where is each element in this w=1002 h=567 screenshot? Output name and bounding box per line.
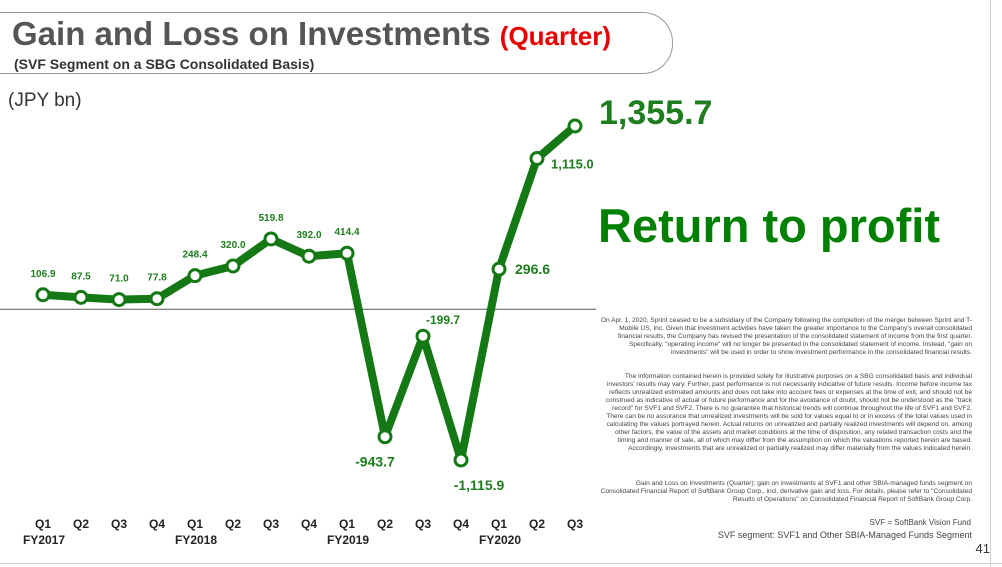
title-banner xyxy=(0,12,673,74)
x-tick-label: Q4 xyxy=(149,517,165,531)
x-tick-label: Q3 xyxy=(567,517,583,531)
svf-definition: SVF = SoftBank Vision Fund xyxy=(869,518,971,527)
data-label: 296.6 xyxy=(515,261,550,277)
fiscal-year-label: FY2019 xyxy=(327,533,369,547)
x-tick-label: Q3 xyxy=(111,517,127,531)
x-tick-label: Q3 xyxy=(415,517,431,531)
data-point xyxy=(339,245,355,261)
note-disclaimer: The information contained herein is prov… xyxy=(605,373,972,452)
data-point xyxy=(187,268,203,284)
data-point xyxy=(149,291,165,307)
data-point xyxy=(111,292,127,308)
data-label: -943.7 xyxy=(355,454,395,470)
data-label: -1,115.9 xyxy=(454,477,505,493)
note-definition: Gain and Loss on Investments (Quarter): … xyxy=(600,480,972,503)
data-point xyxy=(35,287,51,303)
headline-text: Return to profit xyxy=(598,199,940,252)
x-tick-label: Q1 xyxy=(339,517,355,531)
page-subtitle: (SVF Segment on a SBG Consolidated Basis… xyxy=(14,56,315,72)
x-tick-label: Q1 xyxy=(491,517,507,531)
title-main: Gain and Loss on Investments xyxy=(12,15,491,52)
x-tick-label: Q1 xyxy=(35,517,51,531)
x-tick-label: Q2 xyxy=(225,517,241,531)
series-line xyxy=(39,122,579,464)
data-point xyxy=(263,231,279,247)
data-label: 1,355.7 xyxy=(599,94,712,132)
unit-label: (JPY bn) xyxy=(8,90,82,111)
data-label: 77.8 xyxy=(147,273,167,284)
data-point xyxy=(529,151,545,167)
data-label: 71.0 xyxy=(109,274,129,285)
data-label: 392.0 xyxy=(296,230,321,241)
x-tick-label: Q2 xyxy=(529,517,545,531)
data-point xyxy=(377,429,393,445)
data-point xyxy=(567,118,583,134)
data-point xyxy=(225,258,241,274)
page-number: 41 xyxy=(975,541,990,556)
fiscal-year-label: FY2018 xyxy=(175,533,217,547)
frame-bottom-edge xyxy=(0,563,1002,564)
data-point xyxy=(73,289,89,305)
data-point xyxy=(453,452,469,468)
page-title: Gain and Loss on Investments (Quarter) xyxy=(12,15,611,53)
x-tick-label: Q1 xyxy=(187,517,203,531)
x-tick-label: Q4 xyxy=(453,517,469,531)
data-label: 519.8 xyxy=(258,213,283,224)
data-label: 106.9 xyxy=(30,269,55,280)
data-label: 87.5 xyxy=(71,271,91,282)
svf-segment-note: SVF segment: SVF1 and Other SBIA-Managed… xyxy=(717,530,972,540)
frame-right-edge xyxy=(990,0,991,567)
x-tick-label: Q3 xyxy=(263,517,279,531)
x-tick-label: Q4 xyxy=(301,517,317,531)
data-label: 248.4 xyxy=(182,250,207,261)
x-tick-label: Q2 xyxy=(73,517,89,531)
note-sprint-merger: On Apr. 1, 2020, Sprint ceased to be a s… xyxy=(600,317,972,356)
data-label: 320.0 xyxy=(220,240,245,251)
fiscal-year-label: FY2020 xyxy=(479,533,521,547)
data-point xyxy=(415,328,431,344)
fiscal-year-label: FY2017 xyxy=(23,533,65,547)
data-label: -199.7 xyxy=(426,313,460,327)
data-point xyxy=(301,248,317,264)
data-label: 414.4 xyxy=(334,227,359,238)
data-label: 1,115.0 xyxy=(551,157,594,172)
data-point xyxy=(491,261,507,277)
title-quarter: (Quarter) xyxy=(499,21,612,51)
x-tick-label: Q2 xyxy=(377,517,393,531)
